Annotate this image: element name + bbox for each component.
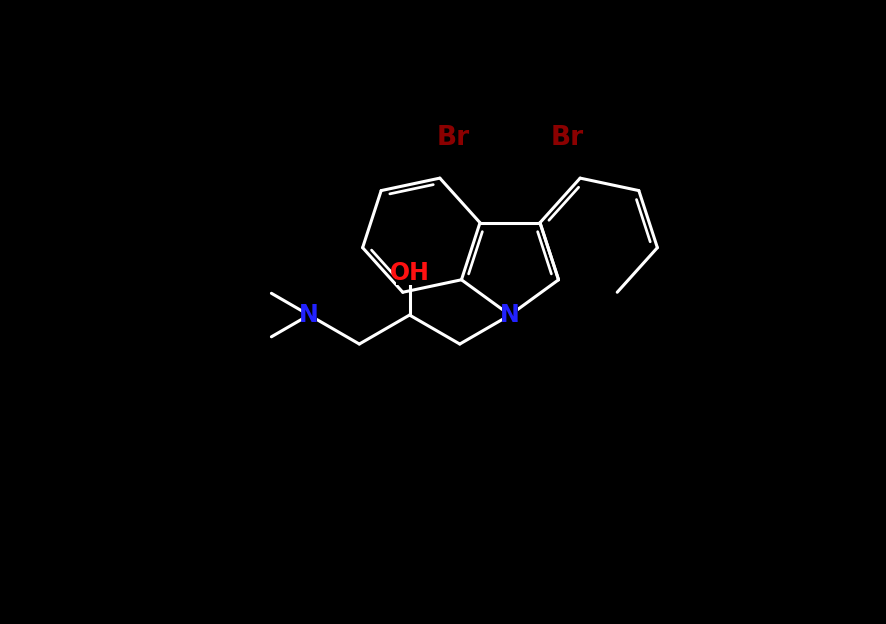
FancyBboxPatch shape [553, 125, 581, 150]
FancyBboxPatch shape [397, 262, 423, 285]
Text: OH: OH [390, 261, 430, 285]
FancyBboxPatch shape [439, 125, 467, 150]
FancyBboxPatch shape [301, 304, 316, 326]
Text: Br: Br [550, 125, 584, 151]
Text: Br: Br [436, 125, 470, 151]
FancyBboxPatch shape [502, 304, 517, 326]
Text: N: N [500, 303, 520, 327]
Text: N: N [299, 303, 319, 327]
